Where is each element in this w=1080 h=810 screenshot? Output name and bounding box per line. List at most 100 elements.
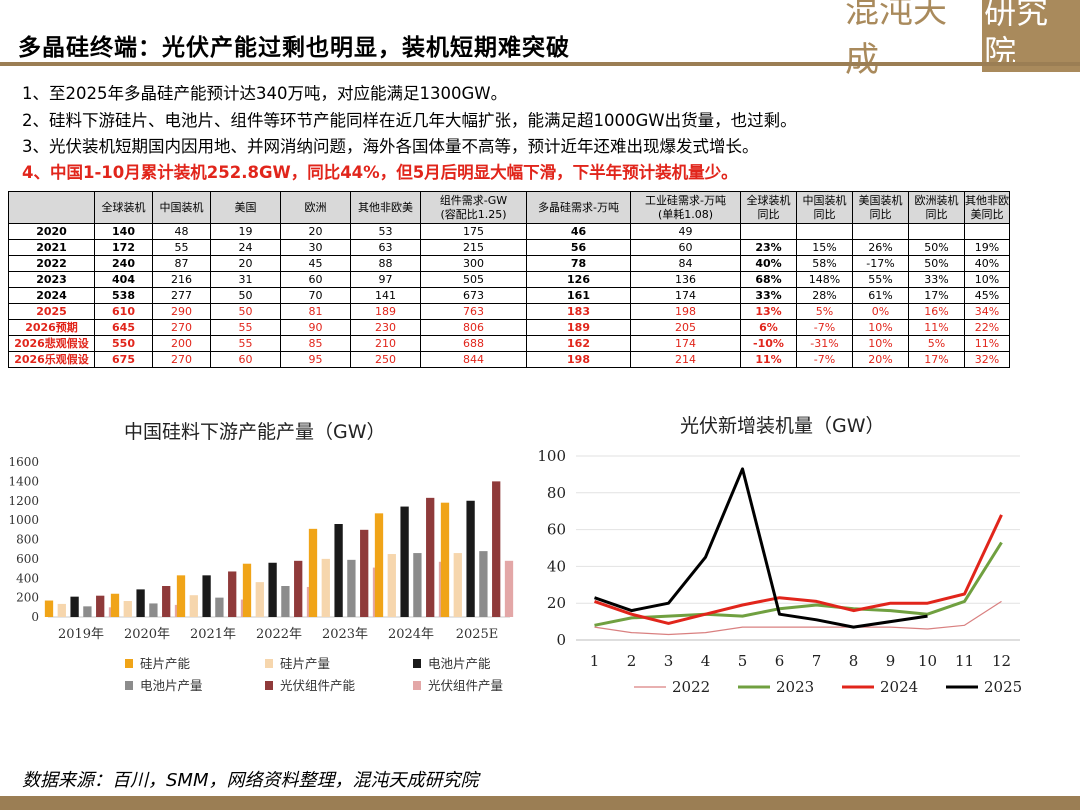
bar-硅片产量	[453, 553, 462, 617]
table-cell: 90	[280, 319, 351, 336]
bar-硅片产能	[44, 600, 54, 617]
table-header-cell: 其他非欧 美同比	[964, 191, 1010, 224]
table-cell	[908, 223, 965, 240]
table-cell: 40%	[964, 255, 1010, 272]
bar-硅片产能	[110, 593, 120, 617]
table-cell: 290	[152, 303, 211, 320]
bar-电池片产能	[136, 589, 145, 617]
table-cell: 49	[630, 223, 741, 240]
table-cell: 19	[210, 223, 281, 240]
table-cell: 645	[94, 319, 153, 336]
table-cell: 55	[152, 239, 211, 256]
bar-电池片产能	[334, 524, 343, 617]
bar-光伏组件产量	[504, 560, 514, 617]
table-cell: 17%	[908, 351, 965, 368]
x-tick-label: 2025E	[456, 627, 499, 642]
bar-硅片产能	[440, 502, 450, 617]
table-row: 2026预期 645 270 55 90 230 806 189 205 6% -7% 10% 11% 2…	[8, 319, 1010, 336]
bar-chart: 0 200 400 600 800 1000 1200 1400 1600 2019年 2020年 2…	[8, 455, 514, 693]
y-tick-label: 100	[537, 447, 566, 465]
x-tick-label: 3	[664, 652, 674, 670]
bullet-point-4: 4、中国1-10月累计装机252.8GW，同比44%，但5月后明显大幅下滑，下半…	[22, 163, 738, 182]
table-cell: 148%	[796, 271, 853, 288]
legend-label: 光伏组件产能	[280, 678, 356, 693]
bar-硅片产能	[242, 563, 252, 617]
table-row: 2026悲观假设 550 200 55 85 210 688 162 174 -10% -31% 10…	[8, 335, 1010, 352]
table-cell: 270	[152, 319, 211, 336]
bar-电池片产能	[70, 596, 79, 617]
series-line-2025	[594, 467, 928, 629]
table-cell: 58%	[796, 255, 853, 272]
table-header-cell: 其他非欧美	[350, 191, 421, 224]
table-cell: 55	[210, 319, 281, 336]
table-cell: 85	[280, 335, 351, 352]
bar-光伏组件产能	[162, 586, 171, 617]
table-row: 2021 172 55 24 30 63 215 56 60 23% 15% 26% 50% 19%	[8, 239, 1010, 256]
y-tick-label: 60	[547, 521, 566, 539]
table-cell: 763	[420, 303, 527, 320]
bullet-point-3: 3、光伏装机短期国内因用地、并网消纳问题，海外各国体量不高等，预计近年还难出现爆…	[22, 137, 759, 156]
table-cell: 2023	[8, 271, 95, 288]
legend-label: 2023	[776, 678, 814, 696]
bar-电池片产能	[268, 562, 277, 617]
table-cell: 270	[152, 351, 211, 368]
table-cell: 33%	[908, 271, 965, 288]
table-cell: 2022	[8, 255, 95, 272]
table-cell: 610	[94, 303, 153, 320]
bar-电池片产量	[281, 586, 290, 617]
table-cell: 24	[210, 239, 281, 256]
x-tick-label: 2020年	[124, 627, 170, 642]
table-cell: 22%	[964, 319, 1010, 336]
table-cell: -7%	[796, 351, 853, 368]
table-cell: 172	[94, 239, 153, 256]
table-cell: 78	[526, 255, 631, 272]
table-cell: 5%	[796, 303, 853, 320]
table-cell: 216	[152, 271, 211, 288]
table-header-cell: 工业硅需求-万吨 (单耗1.08)	[630, 191, 741, 224]
table-cell: 55	[210, 335, 281, 352]
page-title: 多晶硅终端：光伏产能过剩也明显，装机短期难突破	[18, 35, 570, 61]
table-header-cell: 多晶硅需求-万吨	[526, 191, 631, 224]
table-cell: 17%	[908, 287, 965, 304]
table-cell: 56	[526, 239, 631, 256]
bar-硅片产能	[374, 513, 384, 617]
bar-电池片产能	[202, 575, 211, 617]
table-cell: 13%	[740, 303, 797, 320]
series-line-2022	[594, 600, 1002, 636]
x-tick-label: 8	[849, 652, 859, 670]
table-cell: 844	[420, 351, 527, 368]
brand-logo: 混沌天成 研究院	[845, 0, 1080, 80]
y-tick-label: 1200	[8, 494, 39, 508]
table-cell: 5%	[908, 335, 965, 352]
legend-label: 硅片产量	[280, 656, 330, 671]
table-cell: 26%	[852, 239, 909, 256]
table-cell: 87	[152, 255, 211, 272]
table-cell: 10%	[852, 319, 909, 336]
bar-电池片产量	[413, 553, 422, 617]
table-cell: 70	[280, 287, 351, 304]
table-cell: 673	[420, 287, 527, 304]
table-cell: -7%	[796, 319, 853, 336]
table-cell: 2026悲观假设	[8, 335, 95, 352]
table-cell: 11%	[740, 351, 797, 368]
table-cell: 10%	[852, 335, 909, 352]
table-cell: 97	[350, 271, 421, 288]
table-cell: 136	[630, 271, 741, 288]
x-tick-label: 2	[627, 652, 637, 670]
table-cell: 174	[630, 335, 741, 352]
bar-硅片产量	[387, 554, 396, 617]
table-cell: 806	[420, 319, 527, 336]
table-cell: 10%	[964, 271, 1010, 288]
table-cell: 505	[420, 271, 527, 288]
table-cell: 45	[280, 255, 351, 272]
table-cell: 19%	[964, 239, 1010, 256]
table-cell: 215	[420, 239, 527, 256]
series-line-2023	[594, 541, 1003, 627]
table-cell: 2021	[8, 239, 95, 256]
table-cell: 198	[630, 303, 741, 320]
table-header-cell: 欧洲装机 同比	[908, 191, 965, 224]
table-cell: 40%	[740, 255, 797, 272]
y-tick-label: 600	[16, 552, 39, 566]
table-cell: 140	[94, 223, 153, 240]
table-cell: 15%	[796, 239, 853, 256]
